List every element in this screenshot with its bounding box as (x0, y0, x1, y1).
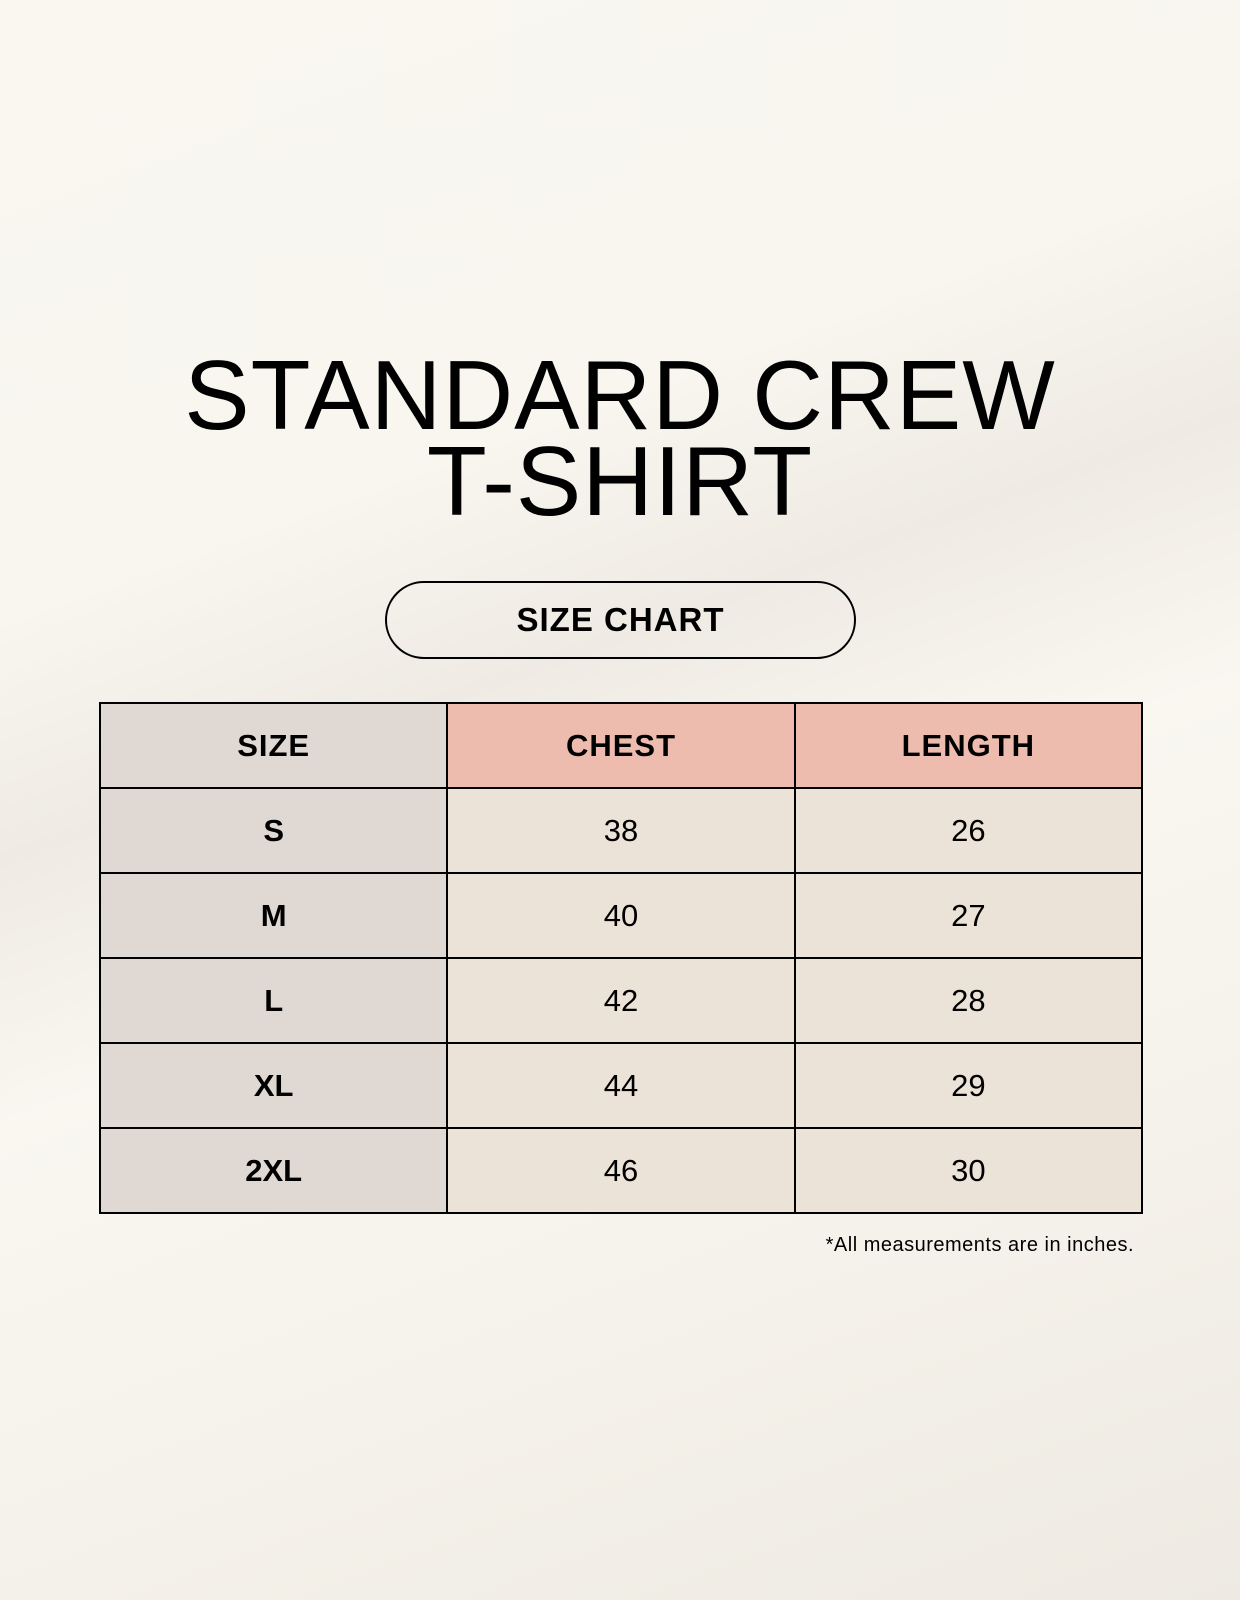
length-cell: 27 (793, 872, 1144, 959)
size-cell: M (98, 872, 449, 959)
size-chart-label: SIZE CHART (385, 581, 856, 659)
title-line-1: STANDARD CREW (184, 340, 1056, 450)
chest-cell: 42 (446, 957, 796, 1044)
footnote: *All measurements are in inches. (825, 1234, 1134, 1256)
column-header-length: LENGTH (793, 702, 1144, 789)
table-row: S 38 26 (98, 787, 1144, 874)
chest-cell: 38 (446, 787, 796, 874)
length-cell: 26 (793, 787, 1144, 874)
column-header-chest: CHEST (446, 702, 796, 789)
size-cell: XL (98, 1042, 449, 1129)
size-cell: 2XL (98, 1127, 449, 1214)
table-row: 2XL 46 30 (98, 1127, 1144, 1214)
size-cell: L (98, 957, 449, 1044)
table-header-row: SIZE CHEST LENGTH (98, 702, 1144, 789)
size-table: SIZE CHEST LENGTH S 38 26 M 40 27 L 42 28 XL 44 29 2XL… (98, 702, 1144, 1214)
column-header-size: SIZE (98, 702, 449, 789)
size-cell: S (98, 787, 449, 874)
chest-cell: 44 (446, 1042, 796, 1129)
length-cell: 28 (793, 957, 1144, 1044)
length-cell: 29 (793, 1042, 1144, 1129)
table-row: XL 44 29 (98, 1042, 1144, 1129)
table-row: L 42 28 (98, 957, 1144, 1044)
chest-cell: 46 (446, 1127, 796, 1214)
length-cell: 30 (793, 1127, 1144, 1214)
title-line-2: T-SHIRT (426, 426, 814, 536)
page-title: STANDARD CREW T-SHIRT (0, 340, 1240, 536)
table-row: M 40 27 (98, 872, 1144, 959)
chest-cell: 40 (446, 872, 796, 959)
